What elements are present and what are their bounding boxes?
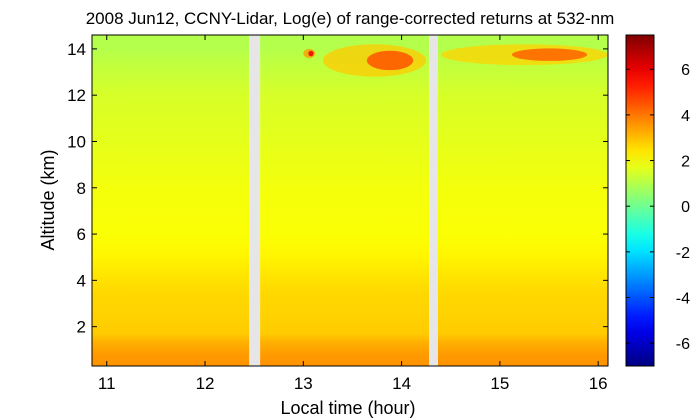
x-axis-label: Local time (hour) <box>280 398 415 418</box>
colorbar-tick-label: 2 <box>681 154 690 171</box>
x-tick-label: 14 <box>392 374 411 393</box>
data-segment-2 <box>260 35 430 366</box>
y-tick-label: 12 <box>67 86 86 105</box>
y-tick-label: 14 <box>67 40 86 59</box>
colorbar-tick-label: 6 <box>681 62 690 79</box>
x-tick-label: 15 <box>490 374 509 393</box>
data-gap-1 <box>249 35 261 366</box>
colorbar-scale <box>625 34 655 367</box>
y-tick-label: 6 <box>77 225 86 244</box>
chart-title: 2008 Jun12, CCNY-Lidar, Log(e) of range-… <box>86 9 615 28</box>
y-tick-label: 4 <box>77 271 86 290</box>
data-gap-2 <box>429 35 438 366</box>
y-tick-label: 10 <box>67 132 86 151</box>
colorbar-tick-label: 4 <box>681 108 690 125</box>
x-tick-label: 13 <box>294 374 313 393</box>
colorbar: -6 -4 -2 0 2 4 6 <box>625 34 690 367</box>
colorbar-tick-label: 0 <box>681 199 690 216</box>
cloud-feature-2 <box>440 44 608 66</box>
y-tick-label: 8 <box>77 179 86 198</box>
x-tick-label: 16 <box>589 374 608 393</box>
plot-frame <box>91 34 609 367</box>
x-tick-label: 11 <box>98 374 116 393</box>
y-axis-label: Altitude (km) <box>38 149 58 250</box>
y-axis: 2 4 6 8 10 12 14 <box>67 40 608 337</box>
data-segment-3 <box>437 35 608 366</box>
colorbar-tick-label: -4 <box>676 291 690 308</box>
colorbar-tick-label: -6 <box>676 336 690 353</box>
plot-area <box>91 34 609 367</box>
data-segment-1 <box>92 35 250 366</box>
x-axis: 11 12 13 14 15 16 <box>98 35 608 393</box>
cloud-feature-1 <box>322 44 427 77</box>
y-tick-label: 2 <box>77 318 86 337</box>
x-tick-label: 12 <box>196 374 215 393</box>
colorbar-tick-label: -2 <box>676 245 690 262</box>
cloud-feature-3 <box>303 48 316 59</box>
